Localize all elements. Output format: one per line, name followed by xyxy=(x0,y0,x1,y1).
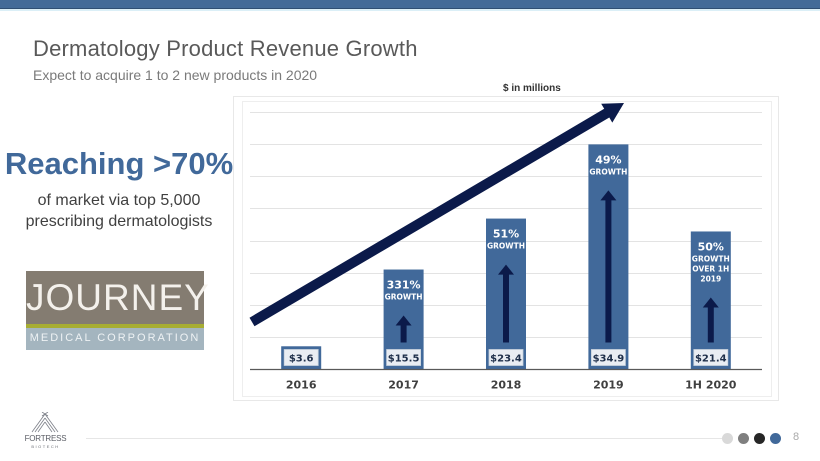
journey-medical-logo: JOURNEY MEDICAL CORPORATION xyxy=(26,271,210,350)
value-label: $3.6 xyxy=(289,354,314,365)
logo-subtitle: MEDICAL CORPORATION xyxy=(29,332,201,344)
fortress-mountain-icon xyxy=(31,412,59,433)
market-reach-line-2: prescribing dermatologists xyxy=(25,213,213,230)
footer-divider xyxy=(86,438,726,439)
x-tick-label: 2016 xyxy=(286,379,317,392)
value-label-box xyxy=(693,349,729,366)
logo-stripe xyxy=(26,324,204,328)
top-banner-accent xyxy=(0,9,820,11)
value-label-box xyxy=(283,349,319,366)
x-tick-label: 2017 xyxy=(388,379,419,392)
slide-title: Dermatology Product Revenue Growth xyxy=(33,36,418,61)
growth-caption: 2019 xyxy=(700,274,721,283)
growth-caption: GROWTH xyxy=(589,167,627,176)
value-label: $15.5 xyxy=(388,354,420,365)
growth-caption: GROWTH xyxy=(692,254,730,263)
market-reach-line-1: of market via top 5,000 xyxy=(37,192,201,209)
value-label-box xyxy=(386,349,422,366)
growth-percent: 331% xyxy=(387,279,421,292)
growth-caption: OVER 1H xyxy=(692,264,729,273)
logo-top-panel: JOURNEY xyxy=(26,271,210,324)
slide-subtitle: Expect to acquire 1 to 2 new products in… xyxy=(33,67,318,83)
market-reach-description: of market via top 5,000 prescribing derm… xyxy=(0,190,238,232)
growth-percent: 50% xyxy=(698,240,724,253)
fortress-biotech-logo: FORTRESS BIOTECH xyxy=(18,412,73,452)
market-reach-headline: Reaching >70% xyxy=(4,146,234,181)
growth-up-arrow xyxy=(702,297,719,343)
value-label: $23.4 xyxy=(490,354,522,365)
value-label: $34.9 xyxy=(593,354,625,365)
growth-up-arrow xyxy=(600,190,617,343)
top-banner xyxy=(0,0,820,9)
nav-dot-2[interactable] xyxy=(738,433,749,444)
fortress-wordmark: FORTRESS xyxy=(24,434,67,443)
trend-arrow xyxy=(249,103,624,327)
value-label-box xyxy=(488,349,524,366)
growth-percent: 49% xyxy=(595,153,621,166)
growth-up-arrow xyxy=(395,315,412,343)
growth-caption: GROWTH xyxy=(385,293,423,302)
chart-units-note: $ in millions xyxy=(503,83,561,94)
page-number: 8 xyxy=(793,431,800,443)
x-tick-label: 2019 xyxy=(593,379,624,392)
nav-dot-4-active[interactable] xyxy=(770,433,781,444)
logo-wordmark: JOURNEY xyxy=(26,277,210,318)
growth-percent: 51% xyxy=(493,228,519,241)
x-tick-label: 1H 2020 xyxy=(685,379,737,392)
growth-up-arrow xyxy=(498,264,514,343)
logo-bottom-panel: MEDICAL CORPORATION xyxy=(26,328,204,350)
growth-caption: GROWTH xyxy=(487,242,525,251)
nav-dot-1[interactable] xyxy=(722,433,733,444)
fortress-subtitle: BIOTECH xyxy=(31,444,60,449)
value-label-box xyxy=(591,349,626,366)
nav-dot-3[interactable] xyxy=(754,433,765,444)
value-label: $21.4 xyxy=(695,354,727,365)
x-tick-label: 2018 xyxy=(491,379,522,392)
